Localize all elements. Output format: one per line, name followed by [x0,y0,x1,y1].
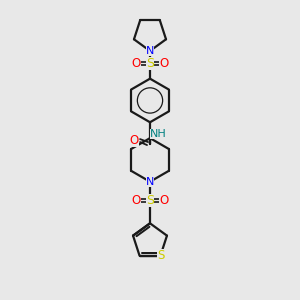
Text: S: S [146,57,154,70]
Text: N: N [146,177,154,187]
Text: O: O [131,194,141,207]
Text: S: S [146,194,154,207]
Text: N: N [146,46,154,56]
Text: S: S [157,249,164,262]
Text: O: O [159,194,169,207]
Text: O: O [131,57,141,70]
Text: O: O [159,57,169,70]
Text: O: O [130,134,139,147]
Text: NH: NH [150,129,166,139]
